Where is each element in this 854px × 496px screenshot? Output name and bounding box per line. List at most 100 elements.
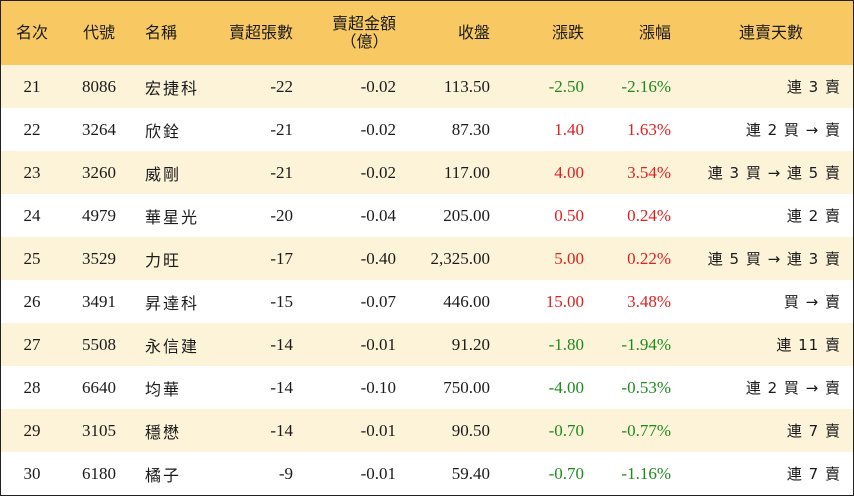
cell-pct: 0.24%	[627, 205, 671, 225]
table-row[interactable]: 23 3260 威剛 -21 -0.02 117.00 4.00 3.54% 連…	[1, 151, 853, 194]
table-row[interactable]: 26 3491 昇達科 -15 -0.07 446.00 15.00 3.48%…	[1, 280, 853, 323]
cell-sell-amount: -0.02	[360, 76, 396, 96]
cell-pct: -1.16%	[621, 463, 671, 483]
cell-rank: 23	[23, 162, 41, 182]
cell-close: 2,325.00	[430, 248, 491, 268]
cell-sell-lots: -22	[270, 76, 293, 96]
cell-pct: -1.94%	[621, 334, 671, 354]
header-sell-amount-line1: 賣超金額	[331, 14, 396, 33]
cell-name: 昇達科	[145, 293, 200, 313]
cell-name: 欣銓	[145, 121, 182, 141]
cell-rank: 30	[23, 463, 41, 483]
cell-change: -1.80	[548, 334, 584, 354]
table-row[interactable]: 24 4979 華星光 -20 -0.04 205.00 0.50 0.24% …	[1, 194, 853, 237]
cell-rank: 24	[23, 205, 41, 225]
cell-streak: 買 → 賣	[783, 293, 841, 311]
cell-change: -0.70	[548, 463, 584, 483]
cell-sell-lots: -21	[270, 119, 293, 139]
cell-change: -2.50	[548, 76, 584, 96]
cell-name: 華星光	[145, 207, 200, 227]
cell-sell-amount: -0.02	[360, 119, 396, 139]
cell-sell-amount: -0.01	[360, 420, 396, 440]
table-row[interactable]: 21 8086 宏捷科 -22 -0.02 113.50 -2.50 -2.16…	[1, 65, 853, 108]
cell-sell-lots: -14	[270, 334, 293, 354]
cell-name: 均華	[145, 379, 182, 399]
table-row[interactable]: 28 6640 均華 -14 -0.10 750.00 -4.00 -0.53%…	[1, 366, 853, 409]
cell-sell-lots: -9	[278, 463, 293, 483]
header-pct[interactable]: 漲幅	[638, 23, 671, 42]
cell-streak: 連 7 賣	[786, 465, 841, 483]
header-close[interactable]: 收盤	[457, 23, 490, 42]
cell-sell-amount: -0.40	[360, 248, 396, 268]
cell-change: -0.70	[548, 420, 584, 440]
cell-name: 穩懋	[145, 422, 182, 442]
cell-sell-amount: -0.01	[360, 463, 396, 483]
table-header-row: 名次 代號 名稱 賣超張數 賣超金額 （億） 收盤 漲跌 漲幅 連賣天數	[1, 1, 853, 65]
header-rank[interactable]: 名次	[15, 23, 48, 42]
cell-streak: 連 3 買 → 連 5 賣	[707, 164, 841, 182]
table-row[interactable]: 27 5508 永信建 -14 -0.01 91.20 -1.80 -1.94%…	[1, 323, 853, 366]
table-row[interactable]: 22 3264 欣銓 -21 -0.02 87.30 1.40 1.63% 連 …	[1, 108, 853, 151]
cell-close: 113.50	[443, 76, 490, 96]
table-row[interactable]: 29 3105 穩懋 -14 -0.01 90.50 -0.70 -0.77% …	[1, 409, 853, 452]
cell-rank: 21	[23, 76, 41, 96]
cell-rank: 28	[23, 377, 41, 397]
cell-name: 永信建	[145, 336, 200, 356]
cell-close: 87.30	[451, 119, 490, 139]
cell-pct: 3.54%	[627, 162, 671, 182]
cell-streak: 連 5 買 → 連 3 賣	[707, 250, 841, 268]
cell-code: 5508	[82, 334, 116, 354]
cell-pct: 1.63%	[627, 119, 671, 139]
cell-sell-lots: -17	[270, 248, 293, 268]
cell-change: 1.40	[554, 119, 584, 139]
cell-sell-lots: -15	[270, 291, 293, 311]
cell-rank: 27	[23, 334, 41, 354]
cell-close: 750.00	[443, 377, 490, 397]
cell-rank: 29	[23, 420, 41, 440]
cell-close: 446.00	[443, 291, 490, 311]
cell-sell-amount: -0.01	[360, 334, 396, 354]
cell-pct: -0.77%	[621, 420, 671, 440]
cell-code: 3105	[82, 420, 116, 440]
cell-code: 3491	[82, 291, 116, 311]
cell-code: 3264	[82, 119, 116, 139]
cell-change: 5.00	[554, 248, 584, 268]
cell-code: 4979	[82, 205, 116, 225]
cell-rank: 22	[23, 119, 41, 139]
cell-name: 威剛	[145, 164, 182, 184]
table-row[interactable]: 30 6180 橘子 -9 -0.01 59.40 -0.70 -1.16% 連…	[1, 452, 853, 495]
cell-streak: 連 2 賣	[786, 207, 841, 225]
cell-change: 0.50	[554, 205, 584, 225]
cell-close: 91.20	[451, 334, 490, 354]
header-sell-amount-line2: （億）	[340, 32, 389, 51]
cell-change: 4.00	[554, 162, 584, 182]
cell-streak: 連 11 賣	[776, 336, 841, 354]
cell-sell-amount: -0.10	[360, 377, 396, 397]
header-sell-amount[interactable]: 賣超金額 （億）	[305, 1, 410, 65]
header-streak[interactable]: 連賣天數	[738, 23, 803, 42]
cell-streak: 連 3 賣	[786, 78, 841, 96]
cell-rank: 25	[23, 248, 41, 268]
header-name[interactable]: 名稱	[145, 23, 178, 42]
cell-name: 橘子	[145, 465, 182, 485]
cell-rank: 26	[23, 291, 41, 311]
cell-code: 8086	[82, 76, 116, 96]
cell-name: 宏捷科	[145, 78, 200, 98]
cell-close: 59.40	[451, 463, 490, 483]
header-change[interactable]: 漲跌	[551, 23, 584, 42]
cell-code: 3260	[82, 162, 116, 182]
cell-code: 3529	[82, 248, 116, 268]
cell-pct: 0.22%	[627, 248, 671, 268]
table-row[interactable]: 25 3529 力旺 -17 -0.40 2,325.00 5.00 0.22%…	[1, 237, 853, 280]
header-code[interactable]: 代號	[82, 23, 115, 42]
header-sell-lots[interactable]: 賣超張數	[228, 23, 293, 42]
cell-change: -4.00	[548, 377, 584, 397]
cell-pct: -0.53%	[621, 377, 671, 397]
cell-sell-amount: -0.07	[360, 291, 396, 311]
cell-name: 力旺	[145, 250, 182, 270]
cell-sell-lots: -14	[270, 377, 293, 397]
cell-streak: 連 2 買 → 賣	[745, 121, 841, 139]
cell-close: 205.00	[443, 205, 490, 225]
